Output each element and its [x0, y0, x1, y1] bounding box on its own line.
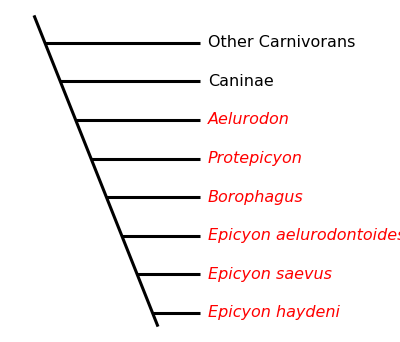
Text: Epicyon aelurodontoides: Epicyon aelurodontoides: [208, 228, 400, 243]
Text: Epicyon haydeni: Epicyon haydeni: [208, 305, 340, 320]
Text: Borophagus: Borophagus: [208, 189, 304, 205]
Text: Aelurodon: Aelurodon: [208, 113, 290, 128]
Text: Epicyon saevus: Epicyon saevus: [208, 267, 332, 282]
Text: Other Carnivorans: Other Carnivorans: [208, 35, 355, 50]
Text: Protepicyon: Protepicyon: [208, 151, 303, 166]
Text: Caninae: Caninae: [208, 74, 274, 89]
